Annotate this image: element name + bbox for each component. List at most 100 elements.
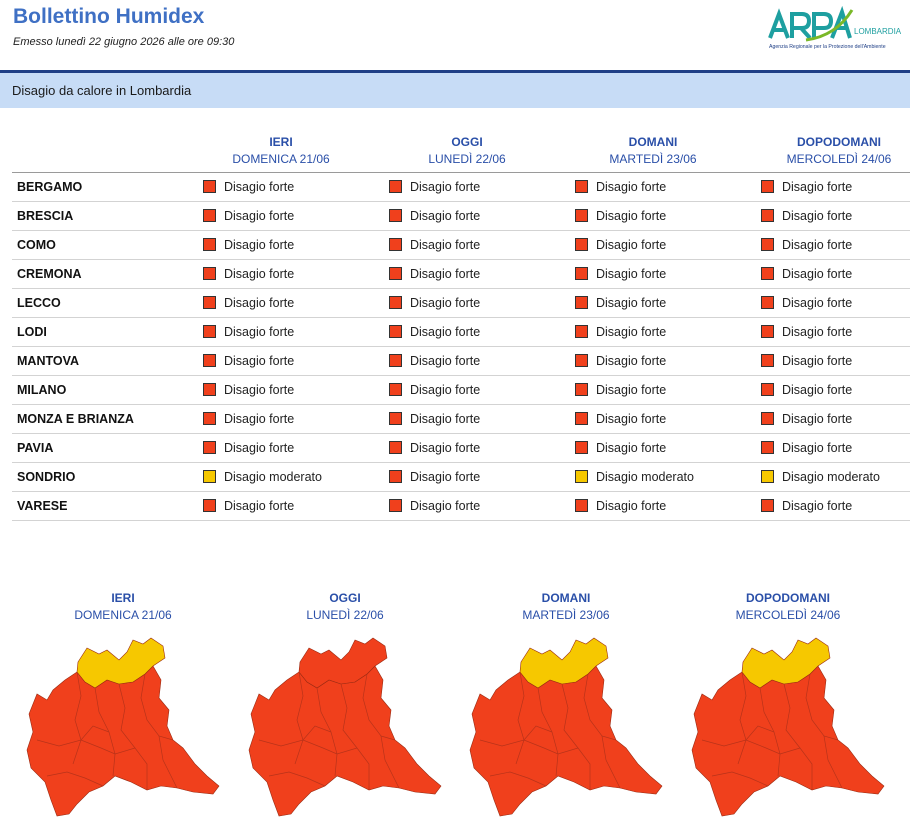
map-zone-boundary bbox=[36, 739, 136, 755]
forecast-cell: Disagio forte bbox=[560, 375, 746, 405]
level-swatch-icon bbox=[389, 238, 402, 251]
map-column: DOPODOMANI MERCOLEDÌ 24/06 bbox=[688, 590, 888, 817]
level-swatch-icon bbox=[575, 180, 588, 193]
level-swatch-icon bbox=[575, 238, 588, 251]
map-region-forte bbox=[248, 665, 442, 817]
forecast-table: IERI DOMENICA 21/06 OGGI LUNEDÌ 22/06 DOMA… bbox=[12, 134, 910, 521]
level-label: Disagio forte bbox=[410, 412, 481, 426]
map-zone-boundary bbox=[72, 671, 82, 765]
level-label: Disagio forte bbox=[782, 325, 853, 339]
day-date: MARTEDÌ 23/06 bbox=[609, 152, 697, 166]
map-zone-boundary bbox=[805, 673, 839, 741]
day-name: DOMANI bbox=[628, 135, 678, 149]
forecast-cell: Disagio forte bbox=[560, 346, 746, 376]
map-zone-boundary bbox=[561, 683, 591, 790]
level-swatch-icon bbox=[575, 296, 588, 309]
province-name: LODI bbox=[12, 317, 188, 347]
page-title: Bollettino Humidex bbox=[13, 5, 205, 28]
level-label: Disagio forte bbox=[224, 383, 295, 397]
level-label: Disagio forte bbox=[596, 441, 667, 455]
forecast-cell: Disagio forte bbox=[188, 346, 374, 376]
forecast-cell: Disagio forte bbox=[188, 317, 374, 347]
forecast-cell: Disagio forte bbox=[188, 375, 374, 405]
map-zone-boundary bbox=[158, 735, 178, 789]
level-label: Disagio forte bbox=[596, 499, 667, 513]
map-day-name: DOPODOMANI bbox=[746, 591, 830, 605]
map-zone-boundary bbox=[258, 739, 358, 755]
level-label: Disagio moderato bbox=[224, 470, 322, 484]
map-day-name: IERI bbox=[111, 591, 135, 605]
map-zone-boundary bbox=[80, 725, 110, 741]
forecast-cell: Disagio forte bbox=[374, 259, 560, 289]
level-label: Disagio forte bbox=[782, 441, 853, 455]
lombardy-map bbox=[26, 637, 220, 817]
level-swatch-icon bbox=[203, 238, 216, 251]
level-label: Disagio forte bbox=[224, 325, 295, 339]
forecast-cell: Disagio forte bbox=[560, 404, 746, 434]
forecast-cell: Disagio forte bbox=[374, 491, 560, 521]
forecast-cell: Disagio forte bbox=[188, 288, 374, 318]
province-name: COMO bbox=[12, 230, 188, 260]
forecast-cell: Disagio forte bbox=[746, 201, 910, 231]
level-label: Disagio forte bbox=[410, 354, 481, 368]
level-swatch-icon bbox=[203, 325, 216, 338]
table-row: MONZA E BRIANZA Disagio forte Disagio fort… bbox=[12, 404, 910, 434]
forecast-cell: Disagio forte bbox=[374, 433, 560, 463]
table-row: CREMONA Disagio forte Disagio forte Disagio… bbox=[12, 259, 910, 289]
banner-text: Disagio da calore in Lombardia bbox=[12, 83, 192, 98]
level-swatch-icon bbox=[761, 354, 774, 367]
forecast-cell: Disagio moderato bbox=[746, 462, 910, 492]
level-label: Disagio forte bbox=[224, 441, 295, 455]
province-name: BERGAMO bbox=[12, 172, 188, 202]
level-label: Disagio forte bbox=[224, 180, 295, 194]
level-label: Disagio forte bbox=[782, 209, 853, 223]
forecast-cell: Disagio forte bbox=[746, 404, 910, 434]
forecast-cell: Disagio forte bbox=[560, 317, 746, 347]
forecast-cell: Disagio forte bbox=[560, 433, 746, 463]
level-label: Disagio forte bbox=[410, 267, 481, 281]
map-zone-boundary bbox=[583, 673, 617, 741]
day-date: LUNEDÌ 22/06 bbox=[428, 152, 506, 166]
map-region-forte bbox=[26, 665, 220, 817]
map-column: DOMANI MARTEDÌ 23/06 bbox=[466, 590, 666, 817]
day-date: MERCOLEDÌ 24/06 bbox=[786, 152, 892, 166]
day-header: DOPODOMANI MERCOLEDÌ 24/06 bbox=[746, 134, 910, 173]
day-name: DOPODOMANI bbox=[797, 135, 881, 149]
level-label: Disagio forte bbox=[224, 412, 295, 426]
forecast-cell: Disagio forte bbox=[374, 172, 560, 202]
level-label: Disagio forte bbox=[596, 296, 667, 310]
level-label: Disagio moderato bbox=[596, 470, 694, 484]
map-header: DOMANI MARTEDÌ 23/06 bbox=[466, 590, 666, 624]
level-swatch-icon bbox=[203, 267, 216, 280]
level-swatch-icon bbox=[575, 267, 588, 280]
section-banner: Disagio da calore in Lombardia bbox=[0, 73, 910, 108]
level-label: Disagio forte bbox=[782, 267, 853, 281]
forecast-cell: Disagio forte bbox=[188, 259, 374, 289]
forecast-cell: Disagio moderato bbox=[188, 462, 374, 492]
level-swatch-icon bbox=[575, 470, 588, 483]
table-body: BERGAMO Disagio forte Disagio forte Disagio… bbox=[12, 172, 910, 521]
header: Bollettino Humidex Emesso lunedì 22 giug… bbox=[0, 0, 910, 73]
forecast-cell: Disagio moderato bbox=[560, 462, 746, 492]
level-swatch-icon bbox=[389, 296, 402, 309]
map-zone-boundary bbox=[515, 671, 525, 765]
level-label: Disagio forte bbox=[782, 296, 853, 310]
day-header: IERI DOMENICA 21/06 bbox=[188, 134, 374, 173]
day-name: OGGI bbox=[451, 135, 483, 149]
level-swatch-icon bbox=[761, 383, 774, 396]
level-swatch-icon bbox=[203, 470, 216, 483]
lombardy-map bbox=[248, 637, 442, 817]
map-day-date: MARTEDÌ 23/06 bbox=[522, 608, 610, 622]
level-label: Disagio forte bbox=[224, 209, 295, 223]
level-label: Disagio forte bbox=[410, 441, 481, 455]
forecast-cell: Disagio forte bbox=[374, 346, 560, 376]
map-zone-boundary bbox=[362, 673, 396, 741]
level-swatch-icon bbox=[761, 441, 774, 454]
province-column-header bbox=[12, 134, 188, 173]
level-label: Disagio forte bbox=[224, 499, 295, 513]
forecast-cell: Disagio forte bbox=[560, 259, 746, 289]
map-column: OGGI LUNEDÌ 22/06 bbox=[245, 590, 445, 817]
map-header: DOPODOMANI MERCOLEDÌ 24/06 bbox=[688, 590, 888, 624]
day-header: OGGI LUNEDÌ 22/06 bbox=[374, 134, 560, 173]
level-swatch-icon bbox=[203, 412, 216, 425]
